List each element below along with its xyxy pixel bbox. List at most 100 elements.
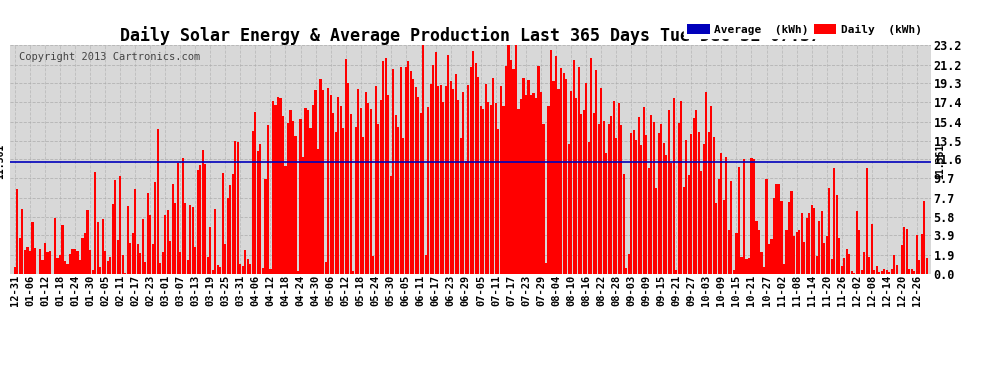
Bar xyxy=(317,149,319,274)
Bar xyxy=(61,225,63,274)
Bar xyxy=(245,250,247,274)
Bar xyxy=(695,110,697,274)
Bar xyxy=(199,165,201,274)
Bar xyxy=(850,272,852,274)
Bar xyxy=(518,109,520,274)
Bar xyxy=(56,258,58,274)
Bar xyxy=(445,86,446,274)
Bar xyxy=(327,88,329,274)
Bar xyxy=(713,137,715,274)
Bar xyxy=(876,266,878,274)
Bar xyxy=(145,262,147,274)
Bar xyxy=(117,240,119,274)
Bar xyxy=(913,271,916,274)
Bar xyxy=(169,240,171,274)
Bar xyxy=(738,167,740,274)
Bar xyxy=(798,230,800,274)
Bar xyxy=(823,243,826,274)
Bar xyxy=(763,267,765,274)
Bar xyxy=(733,270,735,274)
Bar xyxy=(332,113,335,274)
Bar xyxy=(828,188,831,274)
Legend: Average  (kWh), Daily  (kWh): Average (kWh), Daily (kWh) xyxy=(684,21,925,38)
Bar xyxy=(420,113,422,274)
Bar xyxy=(214,209,217,274)
Bar xyxy=(259,144,261,274)
Bar xyxy=(227,198,229,274)
Bar xyxy=(325,262,327,274)
Bar xyxy=(287,123,289,274)
Bar xyxy=(808,213,810,274)
Bar xyxy=(89,251,91,274)
Bar xyxy=(42,260,44,274)
Bar xyxy=(312,105,314,274)
Bar xyxy=(577,67,580,274)
Title: Daily Solar Energy & Average Production Last 365 Days Tue Dec 31 07:37: Daily Solar Energy & Average Production … xyxy=(120,26,821,45)
Bar xyxy=(94,172,96,274)
Bar xyxy=(770,239,772,274)
Bar xyxy=(464,160,467,274)
Bar xyxy=(836,195,838,274)
Bar xyxy=(297,271,299,274)
Bar xyxy=(893,255,895,274)
Bar xyxy=(643,107,644,274)
Bar xyxy=(470,67,472,274)
Bar xyxy=(374,86,377,274)
Bar xyxy=(570,91,572,274)
Bar xyxy=(166,210,169,274)
Bar xyxy=(447,55,449,274)
Bar xyxy=(585,83,587,274)
Bar xyxy=(22,209,24,274)
Bar xyxy=(364,92,366,274)
Bar xyxy=(490,105,492,274)
Bar xyxy=(718,179,720,274)
Bar xyxy=(497,129,500,274)
Bar xyxy=(845,249,847,274)
Bar xyxy=(796,231,798,274)
Bar xyxy=(821,211,823,274)
Bar xyxy=(492,78,494,274)
Bar xyxy=(775,184,777,274)
Bar xyxy=(222,173,224,274)
Bar xyxy=(755,221,757,274)
Bar xyxy=(372,256,374,274)
Bar xyxy=(816,256,818,274)
Bar xyxy=(745,259,747,274)
Bar xyxy=(76,251,78,274)
Bar xyxy=(187,260,189,274)
Bar xyxy=(302,157,304,274)
Bar xyxy=(813,208,815,274)
Bar xyxy=(487,102,489,274)
Bar xyxy=(891,270,893,274)
Bar xyxy=(342,128,345,274)
Bar xyxy=(881,271,883,274)
Bar xyxy=(137,244,139,274)
Bar xyxy=(24,250,26,274)
Bar xyxy=(49,251,51,274)
Bar xyxy=(154,182,156,274)
Bar xyxy=(315,90,317,274)
Bar xyxy=(307,111,309,274)
Bar xyxy=(485,84,487,274)
Bar xyxy=(528,80,530,274)
Bar xyxy=(567,144,569,274)
Bar xyxy=(742,159,745,274)
Bar xyxy=(587,142,590,274)
Bar xyxy=(926,258,928,274)
Bar xyxy=(305,108,307,274)
Bar xyxy=(760,252,762,274)
Bar xyxy=(647,168,649,274)
Bar xyxy=(347,83,349,274)
Bar xyxy=(454,74,457,274)
Bar xyxy=(96,222,99,274)
Text: Copyright 2013 Cartronics.com: Copyright 2013 Cartronics.com xyxy=(19,52,200,62)
Bar xyxy=(395,115,397,274)
Bar xyxy=(788,202,790,274)
Bar xyxy=(778,184,780,274)
Bar xyxy=(207,256,209,274)
Bar xyxy=(134,189,137,274)
Bar xyxy=(780,201,783,274)
Bar xyxy=(582,110,585,274)
Bar xyxy=(14,267,16,274)
Bar xyxy=(34,248,36,274)
